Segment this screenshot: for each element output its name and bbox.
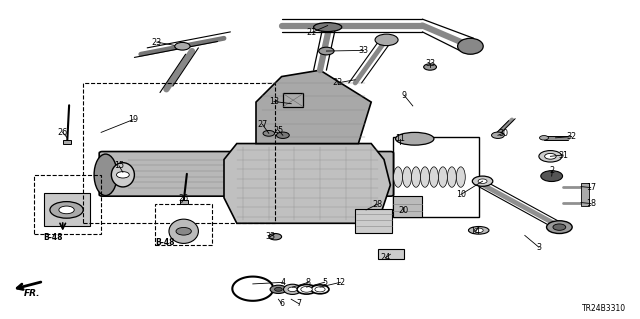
Text: 6: 6 — [279, 299, 284, 308]
Text: 33: 33 — [425, 59, 435, 68]
Circle shape — [311, 285, 329, 294]
Text: 33: 33 — [265, 232, 275, 241]
Bar — [355, 209, 392, 233]
Text: 20: 20 — [398, 206, 408, 215]
Text: 11: 11 — [395, 134, 405, 143]
Text: 26: 26 — [179, 194, 189, 203]
Text: B-48: B-48 — [43, 233, 62, 242]
Ellipse shape — [456, 167, 465, 187]
Text: B-48: B-48 — [156, 238, 175, 247]
Text: 31: 31 — [558, 151, 568, 160]
Text: 2: 2 — [550, 167, 555, 175]
Ellipse shape — [412, 167, 420, 187]
Text: 25: 25 — [273, 126, 284, 135]
Text: 33: 33 — [358, 46, 369, 55]
Circle shape — [474, 228, 483, 233]
Circle shape — [301, 286, 312, 292]
Text: 12: 12 — [335, 278, 346, 287]
Circle shape — [319, 47, 334, 55]
Circle shape — [116, 172, 129, 178]
Text: 23: 23 — [152, 38, 162, 47]
Circle shape — [553, 224, 566, 230]
Circle shape — [275, 287, 282, 291]
Circle shape — [545, 153, 556, 159]
Ellipse shape — [458, 38, 483, 54]
Bar — [83, 83, 275, 223]
Ellipse shape — [111, 163, 134, 187]
Circle shape — [263, 130, 275, 136]
Circle shape — [288, 287, 297, 292]
Text: 17: 17 — [586, 183, 596, 192]
Circle shape — [175, 42, 190, 50]
Ellipse shape — [468, 226, 489, 234]
Ellipse shape — [276, 132, 289, 138]
Circle shape — [297, 285, 316, 294]
Text: 3: 3 — [536, 243, 541, 252]
Text: FR.: FR. — [24, 289, 40, 298]
Ellipse shape — [375, 34, 398, 46]
Text: TR24B3310: TR24B3310 — [582, 304, 626, 313]
Bar — [180, 200, 188, 204]
Text: 22: 22 — [332, 78, 342, 87]
Bar — [378, 249, 404, 259]
Ellipse shape — [447, 167, 456, 187]
Text: 4: 4 — [281, 278, 286, 287]
Bar — [581, 183, 589, 206]
Bar — [34, 175, 101, 234]
Ellipse shape — [539, 151, 562, 162]
Text: 24: 24 — [380, 253, 390, 262]
Text: 27: 27 — [257, 120, 268, 129]
Text: 8: 8 — [306, 278, 311, 287]
Ellipse shape — [94, 154, 117, 196]
Text: 18: 18 — [586, 199, 596, 208]
Bar — [393, 196, 422, 217]
Text: 30: 30 — [498, 129, 508, 138]
Ellipse shape — [420, 167, 429, 187]
Text: 32: 32 — [566, 132, 577, 141]
Circle shape — [270, 285, 287, 293]
Ellipse shape — [169, 219, 198, 243]
Text: 21: 21 — [307, 28, 317, 37]
Bar — [155, 204, 212, 245]
Ellipse shape — [284, 284, 301, 294]
Text: 7: 7 — [296, 299, 301, 308]
Text: 19: 19 — [128, 115, 138, 124]
Circle shape — [315, 287, 325, 292]
Circle shape — [541, 171, 563, 182]
Circle shape — [478, 179, 487, 183]
Text: 26: 26 — [58, 128, 68, 137]
Text: 28: 28 — [372, 200, 383, 209]
Polygon shape — [224, 144, 390, 223]
Circle shape — [59, 206, 74, 214]
Text: 9: 9 — [402, 91, 407, 100]
Text: 15: 15 — [114, 161, 124, 170]
FancyBboxPatch shape — [99, 152, 394, 196]
Text: 5: 5 — [322, 278, 327, 287]
Bar — [63, 140, 71, 144]
Text: 13: 13 — [269, 97, 279, 106]
Ellipse shape — [403, 167, 412, 187]
Ellipse shape — [394, 167, 403, 187]
Circle shape — [492, 132, 504, 138]
Circle shape — [176, 227, 191, 235]
Polygon shape — [256, 70, 371, 144]
Circle shape — [547, 221, 572, 234]
Circle shape — [472, 176, 493, 186]
Bar — [393, 137, 479, 217]
Bar — [283, 93, 303, 107]
Text: 10: 10 — [456, 190, 466, 199]
Text: 14: 14 — [470, 227, 480, 236]
Circle shape — [540, 136, 548, 140]
Bar — [44, 193, 90, 226]
Circle shape — [424, 64, 436, 70]
Ellipse shape — [396, 132, 434, 145]
Ellipse shape — [429, 167, 438, 187]
Circle shape — [269, 234, 282, 240]
Ellipse shape — [314, 23, 342, 32]
Ellipse shape — [438, 167, 447, 187]
Ellipse shape — [50, 202, 83, 218]
